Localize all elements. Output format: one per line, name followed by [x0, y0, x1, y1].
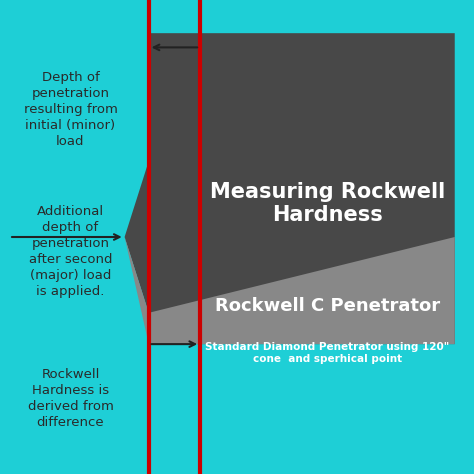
Polygon shape: [125, 33, 455, 344]
Text: Additional
depth of
penetration
after second
(major) load
is applied.: Additional depth of penetration after se…: [29, 205, 112, 298]
Text: Measuring Rockwell
Hardness: Measuring Rockwell Hardness: [210, 182, 445, 226]
Text: Depth of
penetration
resulting from
initial (minor)
load: Depth of penetration resulting from init…: [24, 71, 118, 147]
Text: Rockwell C Penetrator: Rockwell C Penetrator: [215, 297, 440, 315]
Polygon shape: [125, 237, 455, 344]
Text: Rockwell
Hardness is
derived from
difference: Rockwell Hardness is derived from differ…: [27, 368, 113, 428]
Text: Standard Diamond Penetrator using 120"
cone  and sperhical point: Standard Diamond Penetrator using 120" c…: [205, 342, 449, 364]
